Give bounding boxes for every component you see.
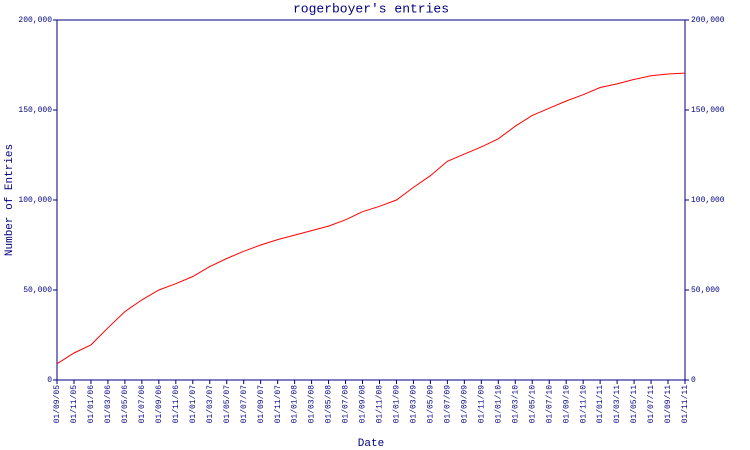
x-tick-label: 01/07/08 (342, 385, 351, 424)
x-tick-label: 01/09/06 (155, 385, 164, 424)
x-tick-label: 01/11/11 (681, 385, 690, 424)
y-tick-label: 50,000 (23, 286, 52, 295)
x-tick-label: 01/09/10 (562, 385, 571, 424)
y-tick-label: 150,000 (18, 106, 52, 115)
x-tick-label: 01/09/11 (664, 385, 673, 424)
x-axis-label: Date (358, 438, 384, 450)
x-tick-label: 01/11/08 (376, 385, 385, 424)
x-tick-label: 01/07/07 (240, 385, 249, 424)
x-tick-label: 01/01/11 (596, 385, 605, 424)
x-tick-label: 01/01/06 (87, 385, 96, 424)
x-tick-label: 01/09/08 (359, 385, 368, 424)
x-tick-label: 01/05/09 (427, 385, 436, 424)
x-tick-label: 01/03/11 (613, 385, 622, 424)
x-tick-label: 01/05/07 (223, 385, 232, 424)
x-tick-label: 01/07/10 (545, 385, 554, 424)
y2-tick-label: 0 (691, 376, 696, 385)
x-tick-label: 01/07/06 (138, 385, 147, 424)
x-tick-label: 01/01/08 (291, 385, 300, 424)
x-tick-label: 01/01/09 (393, 385, 402, 424)
y-axis-label: Number of Entries (4, 144, 16, 256)
x-tick-label: 01/09/05 (53, 385, 62, 424)
x-tick-label: 01/03/06 (104, 385, 113, 424)
x-tick-label: 01/03/09 (410, 385, 419, 424)
y-tick-label: 200,000 (18, 16, 52, 25)
y2-tick-label: 50,000 (691, 286, 720, 295)
x-tick-label: 01/07/09 (443, 385, 452, 424)
x-tick-label: 01/09/07 (257, 385, 266, 424)
x-tick-label: 01/05/11 (630, 385, 639, 424)
x-tick-label: 01/05/10 (528, 385, 537, 424)
x-tick-label: 01/05/06 (121, 385, 130, 424)
x-tick-label: 01/01/07 (189, 385, 198, 424)
x-tick-label: 01/11/10 (579, 385, 588, 424)
y2-tick-label: 100,000 (691, 196, 725, 205)
x-tick-label: 01/09/09 (460, 385, 469, 424)
x-tick-label: 01/01/10 (494, 385, 503, 424)
x-tick-label: 01/03/10 (511, 385, 520, 424)
x-tick-label: 01/11/09 (477, 385, 486, 424)
x-tick-label: 01/05/08 (325, 385, 334, 424)
x-tick-label: 01/11/06 (172, 385, 181, 424)
chart-title: rogerboyer's entries (293, 1, 449, 16)
x-tick-label: 01/07/11 (647, 385, 656, 424)
y2-tick-label: 200,000 (691, 16, 725, 25)
y2-tick-label: 150,000 (691, 106, 725, 115)
x-tick-label: 01/11/05 (70, 385, 79, 424)
y-tick-label: 0 (47, 376, 52, 385)
data-line (56, 72, 686, 365)
x-tick-label: 01/03/08 (308, 385, 317, 424)
y-tick-label: 100,000 (18, 196, 52, 205)
x-tick-label: 01/11/07 (274, 385, 283, 424)
x-tick-label: 01/03/07 (206, 385, 215, 424)
